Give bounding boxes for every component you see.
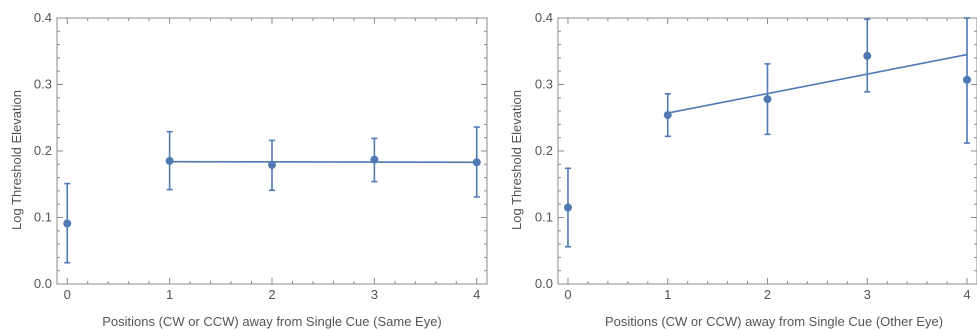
y-tick-label: 0.1 bbox=[34, 210, 52, 225]
data-point bbox=[863, 51, 872, 60]
x-tick-label: 4 bbox=[473, 287, 480, 302]
y-tick-label: 0.3 bbox=[535, 77, 553, 92]
fit-line bbox=[667, 53, 968, 114]
x-tick-label: 3 bbox=[864, 287, 871, 302]
data-point bbox=[268, 160, 276, 169]
data-point bbox=[63, 219, 72, 228]
data-layer bbox=[63, 126, 481, 264]
fit-line bbox=[169, 160, 477, 164]
y-tick-label: 0.1 bbox=[535, 210, 553, 225]
x-tick-label: 0 bbox=[64, 287, 71, 302]
y-tick-label: 0.0 bbox=[34, 276, 52, 291]
chart-panel-other-eye: Log Threshold Elevation Positions (CW or… bbox=[509, 10, 977, 329]
x-tick-label: 2 bbox=[268, 287, 275, 302]
plot-frame bbox=[557, 17, 977, 285]
x-tick-label: 3 bbox=[371, 287, 378, 302]
y-tick-label: 0.3 bbox=[34, 77, 52, 92]
y-axis-label: Log Threshold Elevation bbox=[509, 90, 524, 230]
data-point bbox=[663, 111, 672, 120]
x-tick-label: 2 bbox=[764, 287, 771, 302]
x-axis-label: Positions (CW or CCW) away from Single C… bbox=[605, 314, 943, 329]
x-axis-label: Positions (CW or CCW) away from Single C… bbox=[102, 314, 442, 329]
data-point bbox=[563, 203, 572, 212]
data-point bbox=[472, 158, 481, 167]
y-axis-label: Log Threshold Elevation bbox=[9, 90, 24, 230]
x-tick-label: 0 bbox=[564, 287, 571, 302]
x-tick-label: 4 bbox=[963, 287, 970, 302]
y-tick-label: 0.0 bbox=[535, 276, 553, 291]
y-tick-label: 0.4 bbox=[34, 10, 52, 25]
data-layer bbox=[563, 17, 972, 248]
x-tick-label: 1 bbox=[664, 287, 671, 302]
y-tick-label: 0.2 bbox=[535, 143, 553, 158]
data-point bbox=[963, 75, 972, 84]
chart-panel-same-eye: Log Threshold Elevation Positions (CW or… bbox=[9, 10, 488, 329]
data-point bbox=[763, 95, 772, 104]
y-tick-label: 0.2 bbox=[34, 143, 52, 158]
x-tick-label: 1 bbox=[166, 287, 173, 302]
data-point bbox=[370, 155, 379, 164]
data-point bbox=[165, 156, 174, 165]
y-tick-label: 0.4 bbox=[535, 10, 553, 25]
